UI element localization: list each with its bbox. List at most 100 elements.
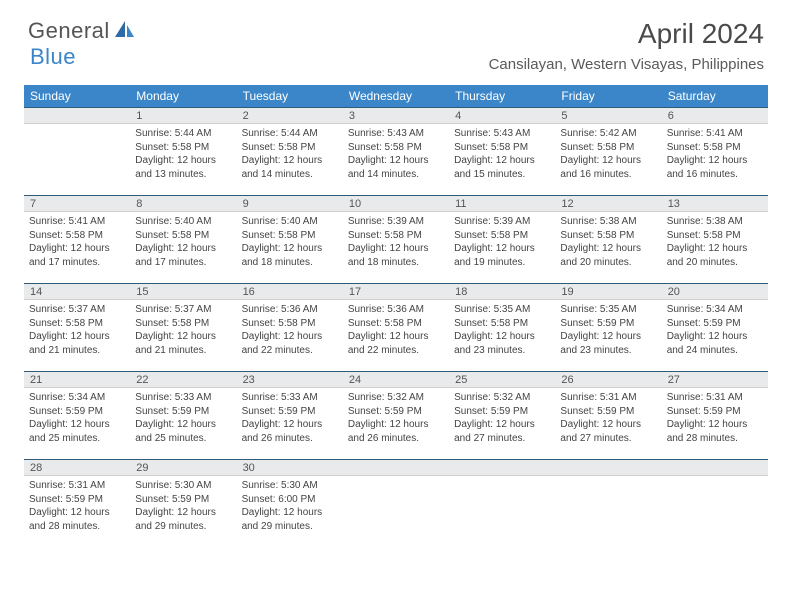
daylight-line: Daylight: 12 hours and 13 minutes.: [135, 154, 231, 181]
daylight-line: Daylight: 12 hours and 25 minutes.: [29, 418, 125, 445]
sunset-line: Sunset: 5:58 PM: [348, 317, 444, 331]
day-number: 5: [555, 107, 661, 124]
day-details: Sunrise: 5:39 AMSunset: 5:58 PMDaylight:…: [343, 212, 449, 272]
calendar-day-cell: [555, 459, 661, 547]
sunrise-line: Sunrise: 5:33 AM: [242, 391, 338, 405]
sunset-line: Sunset: 5:58 PM: [560, 141, 656, 155]
sunrise-line: Sunrise: 5:37 AM: [29, 303, 125, 317]
calendar-day-cell: 1Sunrise: 5:44 AMSunset: 5:58 PMDaylight…: [130, 107, 236, 195]
day-number: 1: [130, 107, 236, 124]
sunset-line: Sunset: 5:58 PM: [454, 317, 550, 331]
calendar-day-cell: 26Sunrise: 5:31 AMSunset: 5:59 PMDayligh…: [555, 371, 661, 459]
sunset-line: Sunset: 5:58 PM: [348, 229, 444, 243]
sunrise-line: Sunrise: 5:32 AM: [348, 391, 444, 405]
calendar-day-cell: 3Sunrise: 5:43 AMSunset: 5:58 PMDaylight…: [343, 107, 449, 195]
day-details: Sunrise: 5:34 AMSunset: 5:59 PMDaylight:…: [24, 388, 130, 448]
calendar-day-cell: 17Sunrise: 5:36 AMSunset: 5:58 PMDayligh…: [343, 283, 449, 371]
sunrise-line: Sunrise: 5:31 AM: [560, 391, 656, 405]
day-details: Sunrise: 5:40 AMSunset: 5:58 PMDaylight:…: [237, 212, 343, 272]
calendar-day-cell: 18Sunrise: 5:35 AMSunset: 5:58 PMDayligh…: [449, 283, 555, 371]
calendar-day-cell: [662, 459, 768, 547]
sunrise-line: Sunrise: 5:43 AM: [348, 127, 444, 141]
calendar-day-cell: 23Sunrise: 5:33 AMSunset: 5:59 PMDayligh…: [237, 371, 343, 459]
calendar-day-cell: 8Sunrise: 5:40 AMSunset: 5:58 PMDaylight…: [130, 195, 236, 283]
daylight-line: Daylight: 12 hours and 27 minutes.: [454, 418, 550, 445]
title-block: April 2024 Cansilayan, Western Visayas, …: [489, 18, 764, 73]
day-details: Sunrise: 5:44 AMSunset: 5:58 PMDaylight:…: [237, 124, 343, 184]
sunset-line: Sunset: 5:59 PM: [29, 493, 125, 507]
sunset-line: Sunset: 5:58 PM: [348, 141, 444, 155]
sunrise-line: Sunrise: 5:30 AM: [242, 479, 338, 493]
day-number: 23: [237, 371, 343, 388]
sunset-line: Sunset: 5:58 PM: [560, 229, 656, 243]
day-number: 10: [343, 195, 449, 212]
logo: General: [28, 18, 138, 44]
sunset-line: Sunset: 5:58 PM: [135, 141, 231, 155]
calendar-day-cell: 15Sunrise: 5:37 AMSunset: 5:58 PMDayligh…: [130, 283, 236, 371]
day-number: 12: [555, 195, 661, 212]
sunrise-line: Sunrise: 5:40 AM: [242, 215, 338, 229]
daylight-line: Daylight: 12 hours and 15 minutes.: [454, 154, 550, 181]
daylight-line: Daylight: 12 hours and 16 minutes.: [667, 154, 763, 181]
weekday-header: Tuesday: [237, 85, 343, 107]
day-details: Sunrise: 5:43 AMSunset: 5:58 PMDaylight:…: [449, 124, 555, 184]
sunset-line: Sunset: 5:59 PM: [135, 493, 231, 507]
sunrise-line: Sunrise: 5:32 AM: [454, 391, 550, 405]
sunrise-line: Sunrise: 5:41 AM: [667, 127, 763, 141]
sunset-line: Sunset: 5:58 PM: [242, 229, 338, 243]
day-details: Sunrise: 5:36 AMSunset: 5:58 PMDaylight:…: [237, 300, 343, 360]
day-details: [449, 476, 555, 482]
daylight-line: Daylight: 12 hours and 18 minutes.: [348, 242, 444, 269]
weekday-header: Friday: [555, 85, 661, 107]
day-details: Sunrise: 5:40 AMSunset: 5:58 PMDaylight:…: [130, 212, 236, 272]
sunrise-line: Sunrise: 5:38 AM: [560, 215, 656, 229]
daylight-line: Daylight: 12 hours and 21 minutes.: [29, 330, 125, 357]
daylight-line: Daylight: 12 hours and 28 minutes.: [667, 418, 763, 445]
day-details: Sunrise: 5:38 AMSunset: 5:58 PMDaylight:…: [662, 212, 768, 272]
day-details: Sunrise: 5:31 AMSunset: 5:59 PMDaylight:…: [555, 388, 661, 448]
daylight-line: Daylight: 12 hours and 17 minutes.: [135, 242, 231, 269]
sunrise-line: Sunrise: 5:35 AM: [560, 303, 656, 317]
daylight-line: Daylight: 12 hours and 21 minutes.: [135, 330, 231, 357]
day-number: 27: [662, 371, 768, 388]
calendar-day-cell: 29Sunrise: 5:30 AMSunset: 5:59 PMDayligh…: [130, 459, 236, 547]
day-details: [555, 476, 661, 482]
day-number: 28: [24, 459, 130, 476]
day-details: Sunrise: 5:36 AMSunset: 5:58 PMDaylight:…: [343, 300, 449, 360]
sunrise-line: Sunrise: 5:42 AM: [560, 127, 656, 141]
calendar-week-row: 21Sunrise: 5:34 AMSunset: 5:59 PMDayligh…: [24, 371, 768, 459]
sunrise-line: Sunrise: 5:37 AM: [135, 303, 231, 317]
daylight-line: Daylight: 12 hours and 27 minutes.: [560, 418, 656, 445]
calendar-day-cell: 11Sunrise: 5:39 AMSunset: 5:58 PMDayligh…: [449, 195, 555, 283]
day-number: 13: [662, 195, 768, 212]
day-details: Sunrise: 5:43 AMSunset: 5:58 PMDaylight:…: [343, 124, 449, 184]
logo-text-blue-wrap: Blue: [30, 44, 76, 70]
calendar-day-cell: 6Sunrise: 5:41 AMSunset: 5:58 PMDaylight…: [662, 107, 768, 195]
calendar-day-cell: [24, 107, 130, 195]
sunset-line: Sunset: 5:58 PM: [29, 229, 125, 243]
day-number: 11: [449, 195, 555, 212]
daylight-line: Daylight: 12 hours and 24 minutes.: [667, 330, 763, 357]
day-number: [662, 459, 768, 476]
calendar-week-row: 1Sunrise: 5:44 AMSunset: 5:58 PMDaylight…: [24, 107, 768, 195]
day-number: 4: [449, 107, 555, 124]
day-details: Sunrise: 5:41 AMSunset: 5:58 PMDaylight:…: [662, 124, 768, 184]
sunset-line: Sunset: 5:58 PM: [135, 229, 231, 243]
day-number: 19: [555, 283, 661, 300]
day-number: 9: [237, 195, 343, 212]
day-number: 20: [662, 283, 768, 300]
calendar-body: 1Sunrise: 5:44 AMSunset: 5:58 PMDaylight…: [24, 107, 768, 547]
location-subtitle: Cansilayan, Western Visayas, Philippines: [489, 56, 764, 73]
day-details: Sunrise: 5:31 AMSunset: 5:59 PMDaylight:…: [24, 476, 130, 536]
day-details: [662, 476, 768, 482]
daylight-line: Daylight: 12 hours and 22 minutes.: [348, 330, 444, 357]
calendar-week-row: 14Sunrise: 5:37 AMSunset: 5:58 PMDayligh…: [24, 283, 768, 371]
sunset-line: Sunset: 5:59 PM: [135, 405, 231, 419]
day-details: Sunrise: 5:33 AMSunset: 5:59 PMDaylight:…: [237, 388, 343, 448]
daylight-line: Daylight: 12 hours and 23 minutes.: [560, 330, 656, 357]
weekday-header: Thursday: [449, 85, 555, 107]
day-details: Sunrise: 5:41 AMSunset: 5:58 PMDaylight:…: [24, 212, 130, 272]
day-details: Sunrise: 5:30 AMSunset: 5:59 PMDaylight:…: [130, 476, 236, 536]
calendar-day-cell: 28Sunrise: 5:31 AMSunset: 5:59 PMDayligh…: [24, 459, 130, 547]
sunrise-line: Sunrise: 5:41 AM: [29, 215, 125, 229]
